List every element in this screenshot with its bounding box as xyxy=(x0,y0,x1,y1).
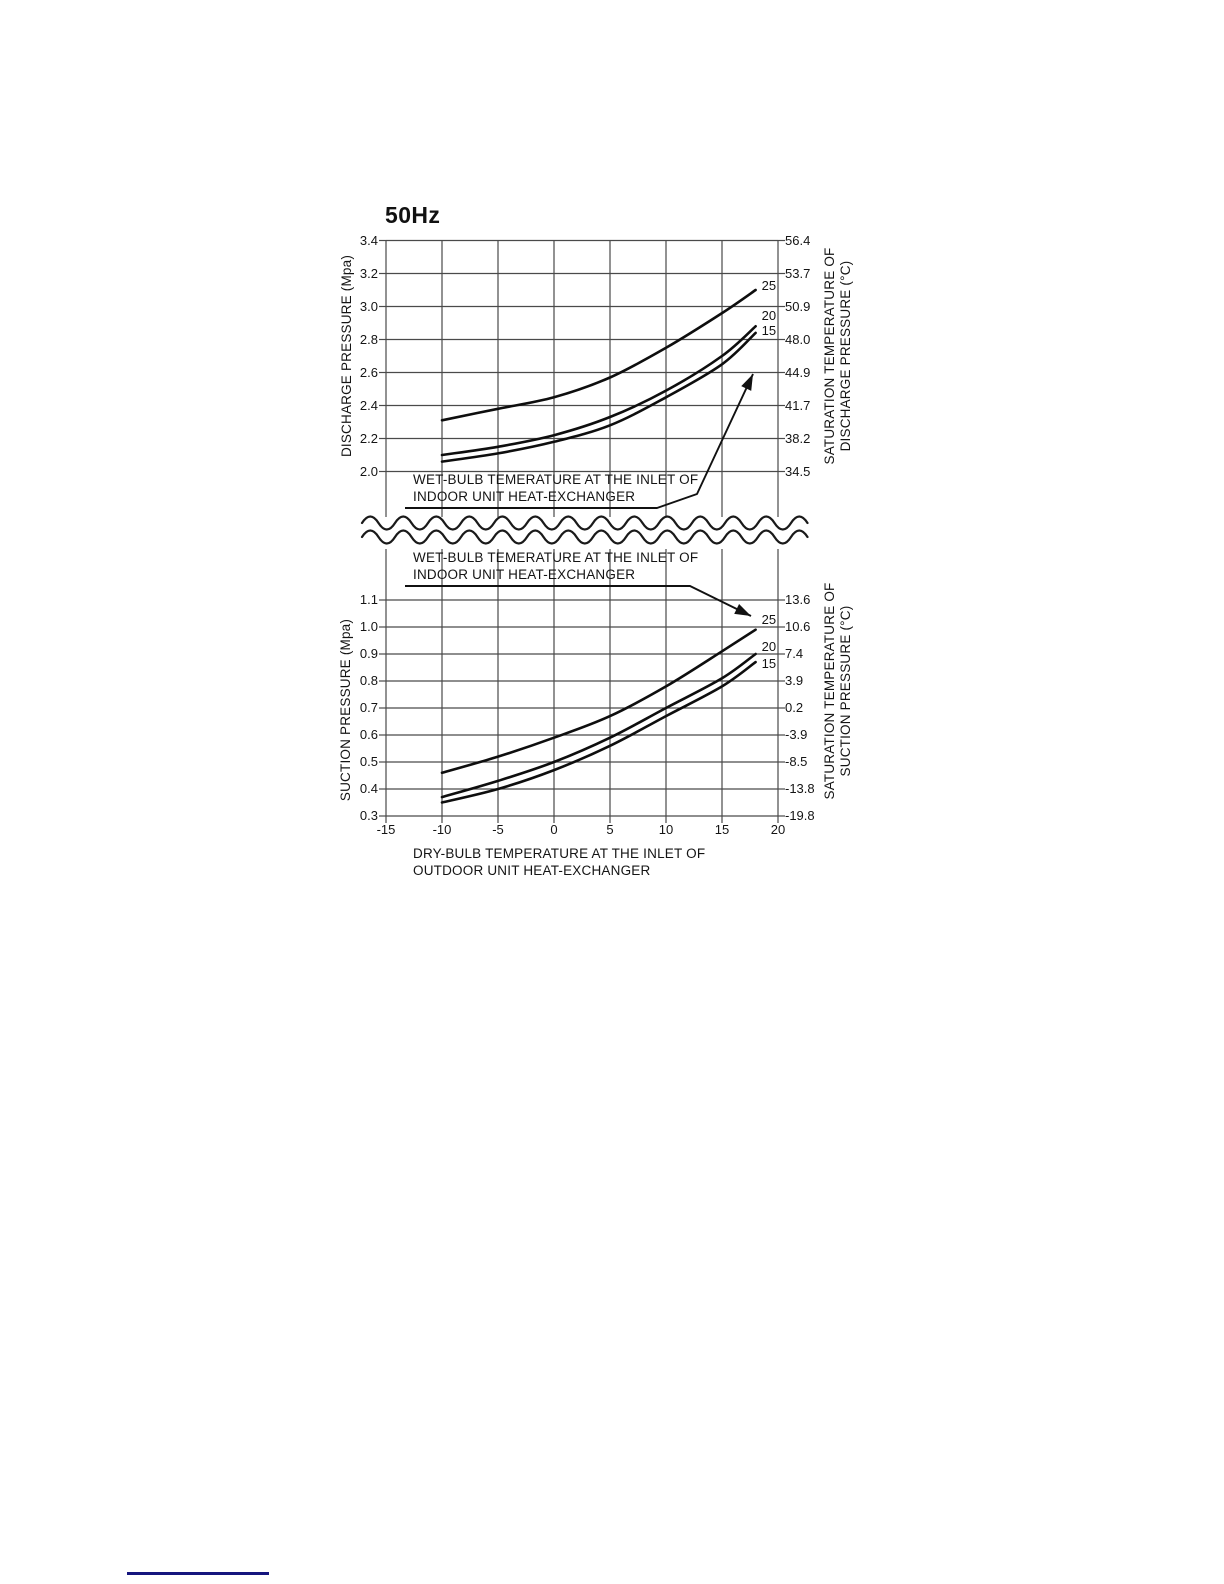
curve-label: 25 xyxy=(761,278,777,293)
y-tick-label: 1.1 xyxy=(359,592,378,607)
arrowhead xyxy=(741,374,753,391)
y-tick-label-right: -3.9 xyxy=(785,727,808,742)
curve-20 xyxy=(440,325,757,457)
y-tick-label: 2.2 xyxy=(359,430,378,446)
y-tick-label: 0.4 xyxy=(359,781,378,796)
chart-title: 50Hz xyxy=(385,202,441,228)
x-tick-label: 20 xyxy=(770,822,786,837)
y-tick-label-right: 0.2 xyxy=(785,700,804,715)
chart-1-leader-arrow xyxy=(405,585,752,617)
y-tick-label-right: 10.6 xyxy=(785,619,811,634)
y-tick-label: 0.3 xyxy=(359,808,378,823)
y-tick-label-right: 3.9 xyxy=(785,673,804,688)
y-tick-label: 0.8 xyxy=(359,673,378,688)
y-tick-label: 2.8 xyxy=(359,331,378,347)
wavy-break xyxy=(360,515,809,545)
wet-bulb-annotation-top: WET-BULB TEMERATURE AT THE INLET OF INDO… xyxy=(413,472,699,504)
curve-20 xyxy=(440,652,757,799)
x-tick-label: 5 xyxy=(606,822,614,837)
y-tick-label: 0.7 xyxy=(359,700,378,715)
y-tick-label-right: 44.9 xyxy=(785,364,811,380)
curve-25 xyxy=(440,288,757,422)
y-tick-label-right: 41.7 xyxy=(785,397,811,413)
curve-15 xyxy=(440,331,757,463)
curve-25 xyxy=(440,628,757,775)
x-tick-label: -10 xyxy=(432,822,452,837)
y-tick-label: 0.9 xyxy=(359,646,378,661)
x-axis-label: DRY-BULB TEMPERATURE AT THE INLET OF OUT… xyxy=(413,846,706,878)
discharge-pressure-axis-label: DISCHARGE PRESSURE (Mpa) xyxy=(339,254,354,458)
x-tick-label: 10 xyxy=(658,822,674,837)
y-tick-label: 3.2 xyxy=(359,265,378,281)
y-tick-label: 2.6 xyxy=(359,364,378,380)
y-tick-label-right: 13.6 xyxy=(785,592,811,607)
y-tick-label: 3.4 xyxy=(359,232,378,248)
y-tick-label: 0.6 xyxy=(359,727,378,742)
y-tick-label-right: -8.5 xyxy=(785,754,808,769)
y-tick-label-right: 34.5 xyxy=(785,463,811,479)
footer-link-rule xyxy=(127,1572,269,1575)
y-tick-label-right: 56.4 xyxy=(785,232,811,248)
curve-label: 20 xyxy=(761,308,777,324)
y-tick-label-right: -13.8 xyxy=(785,781,815,796)
y-tick-label-right: 50.9 xyxy=(785,298,811,314)
curve-label: 25 xyxy=(761,611,777,627)
curve-label: 15 xyxy=(761,656,777,672)
curve-label: 15 xyxy=(761,322,777,338)
arrowhead xyxy=(734,604,751,616)
chart-0-leader-arrow xyxy=(405,373,754,509)
y-tick-label-right: 38.2 xyxy=(785,430,811,446)
y-tick-label: 3.0 xyxy=(359,298,378,314)
y-tick-label-right: 7.4 xyxy=(785,646,804,661)
y-tick-label-right: 48.0 xyxy=(785,331,811,347)
curve-label: 20 xyxy=(761,639,777,654)
y-tick-label: 2.4 xyxy=(359,397,378,413)
chart-1-curves xyxy=(440,628,757,804)
y-tick-label: 0.5 xyxy=(359,754,378,769)
x-tick-label: -5 xyxy=(492,822,504,837)
y-tick-label: 1.0 xyxy=(359,619,378,634)
y-tick-label: 2.0 xyxy=(359,463,378,479)
y-tick-label-right: -19.8 xyxy=(785,808,815,823)
x-tick-label: -15 xyxy=(376,822,396,837)
discharge-saturation-axis-label: SATURATION TEMPERATURE OF DISCHARGE PRES… xyxy=(822,247,853,465)
wet-bulb-annotation-bottom: WET-BULB TEMERATURE AT THE INLET OF INDO… xyxy=(413,550,699,582)
x-tick-label: 0 xyxy=(550,822,558,837)
x-tick-label: 15 xyxy=(714,822,730,837)
suction-saturation-axis-label: SATURATION TEMPERATURE OF SUCTION PRESSU… xyxy=(822,582,853,800)
chart-1-grid xyxy=(379,549,785,823)
chart-0-curves xyxy=(440,288,757,463)
curve-15 xyxy=(440,660,757,804)
y-tick-label-right: 53.7 xyxy=(785,265,811,281)
